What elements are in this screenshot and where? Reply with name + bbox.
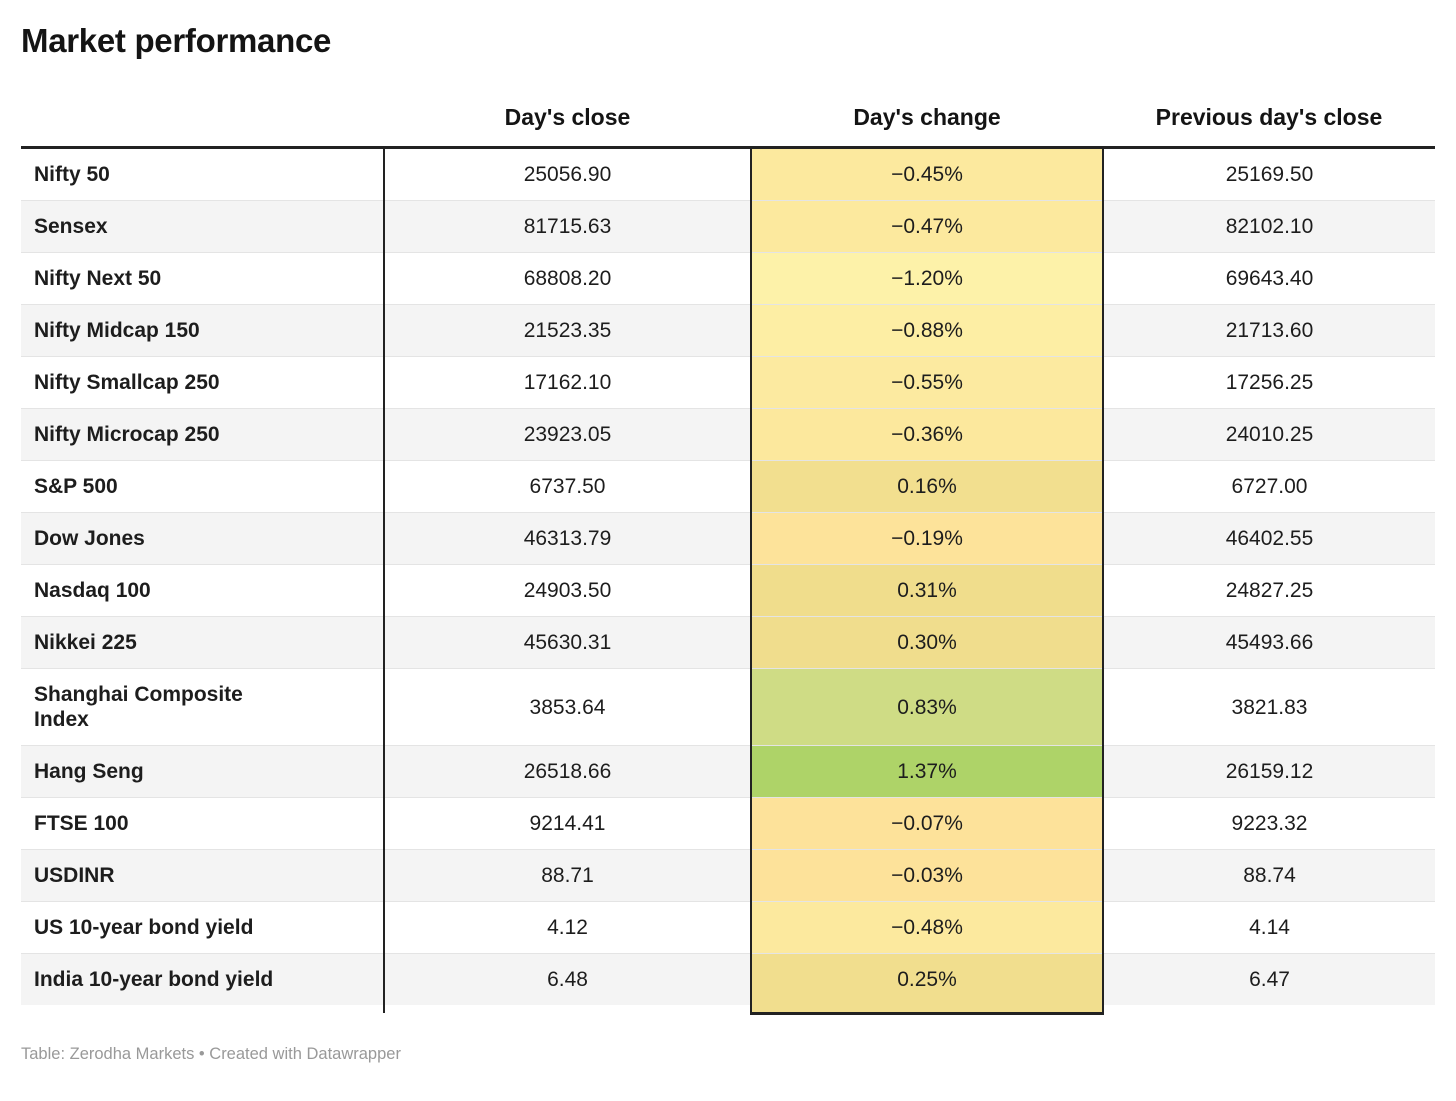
- row-label-cell: Hang Seng: [21, 745, 385, 798]
- pad-cell: [750, 1005, 1104, 1015]
- prev-close-cell: 24010.25: [1103, 408, 1435, 461]
- prev-close-cell: 6.47: [1103, 953, 1435, 1005]
- row-label-cell: Nifty Next 50: [21, 252, 385, 305]
- table-bottom-pad: [21, 1005, 1435, 1015]
- pad-cell: [1103, 1005, 1435, 1013]
- row-label-cell: India 10-year bond yield: [21, 953, 385, 1005]
- pad-cell: [21, 1005, 385, 1013]
- prev-close-cell: 26159.12: [1103, 745, 1435, 798]
- col-header-empty: [21, 60, 384, 149]
- days-close-cell: 45630.31: [384, 616, 751, 669]
- row-label-cell: USDINR: [21, 849, 385, 902]
- days-close-cell: 23923.05: [384, 408, 751, 461]
- table-row: USDINR 88.71 −0.03% 88.74: [21, 849, 1435, 902]
- days-close-cell: 26518.66: [384, 745, 751, 798]
- row-label-cell: Shanghai Composite Index: [21, 668, 385, 746]
- row-label-cell: Nikkei 225: [21, 616, 385, 669]
- col-header-days-close: Day's close: [384, 60, 751, 149]
- days-change-cell: −0.48%: [750, 901, 1104, 954]
- days-change-cell: −0.47%: [750, 200, 1104, 253]
- market-performance-table: Day's close Day's change Previous day's …: [21, 60, 1435, 1015]
- row-label-cell: Dow Jones: [21, 512, 385, 565]
- table-row: Nikkei 225 45630.31 0.30% 45493.66: [21, 616, 1435, 669]
- row-label-cell: Nifty Smallcap 250: [21, 356, 385, 409]
- days-close-cell: 24903.50: [384, 564, 751, 617]
- row-label-cell: Nifty 50: [21, 147, 385, 201]
- days-change-cell: 0.16%: [750, 460, 1104, 513]
- days-change-cell: −0.07%: [750, 797, 1104, 850]
- prev-close-cell: 25169.50: [1225, 163, 1314, 186]
- days-close-cell: 88.71: [384, 849, 751, 902]
- days-change-cell: −0.45%: [750, 147, 1104, 201]
- table-row: Nifty Midcap 150 21523.35 −0.88% 21713.60: [21, 304, 1435, 357]
- days-close-cell: 68808.20: [384, 252, 751, 305]
- prev-close-cell: 9223.32: [1103, 797, 1435, 850]
- row-label-cell: Nasdaq 100: [21, 564, 385, 617]
- table-row: US 10-year bond yield 4.12 −0.48% 4.14: [21, 901, 1435, 954]
- table-row: Nasdaq 100 24903.50 0.31% 24827.25: [21, 564, 1435, 617]
- days-change-cell: −0.55%: [750, 356, 1104, 409]
- days-change-cell: −0.03%: [750, 849, 1104, 902]
- prev-close-cell: 82102.10: [1103, 200, 1435, 253]
- days-change-cell: 0.83%: [750, 668, 1104, 746]
- days-close-cell: 4.12: [384, 901, 751, 954]
- table-row: FTSE 100 9214.41 −0.07% 9223.32: [21, 797, 1435, 850]
- table-row: Nifty Smallcap 250 17162.10 −0.55% 17256.25: [21, 356, 1435, 409]
- row-label-cell: Sensex: [21, 200, 385, 253]
- row-label-cell: Nifty Microcap 250: [21, 408, 385, 461]
- prev-close-cell: 69643.40: [1103, 252, 1435, 305]
- table-row: Dow Jones 46313.79 −0.19% 46402.55: [21, 512, 1435, 565]
- attribution-footer: Table: Zerodha Markets • Created with Da…: [21, 1044, 401, 1063]
- days-close-cell: 9214.41: [384, 797, 751, 850]
- col-header-prev-close: Previous day's close: [1103, 60, 1435, 149]
- table-row: Shanghai Composite Index 3853.64 0.83% 3821…: [21, 668, 1435, 746]
- col-header-days-change: Day's change: [751, 60, 1103, 149]
- table-row: Sensex 81715.63 −0.47% 82102.10: [21, 200, 1435, 253]
- row-label-cell: S&P 500: [21, 460, 385, 513]
- days-change-cell: −0.88%: [750, 304, 1104, 357]
- prev-close-cell: 21713.60: [1103, 304, 1435, 357]
- row-label-cell: FTSE 100: [21, 797, 385, 850]
- days-close-cell: 3853.64: [384, 668, 751, 746]
- prev-close-cell: 45493.66: [1103, 616, 1435, 669]
- days-close-cell: 81715.63: [384, 200, 751, 253]
- days-change-cell: −0.19%: [750, 512, 1104, 565]
- prev-close-cell: 46402.55: [1103, 512, 1435, 565]
- days-close-cell: 25056.90: [523, 163, 612, 186]
- table-row: Hang Seng 26518.66 1.37% 26159.12: [21, 745, 1435, 798]
- days-change-cell: 0.31%: [750, 564, 1104, 617]
- days-close-cell: 21523.35: [384, 304, 751, 357]
- prev-close-cell: 17256.25: [1103, 356, 1435, 409]
- days-close-cell: 6.48: [384, 953, 751, 1005]
- prev-close-cell: 3821.83: [1103, 668, 1435, 746]
- row-label-cell: US 10-year bond yield: [21, 901, 385, 954]
- days-change-cell: 0.30%: [750, 616, 1104, 669]
- table-row: S&P 500 6737.50 0.16% 6727.00: [21, 460, 1435, 513]
- prev-close-cell: 4.14: [1103, 901, 1435, 954]
- chart-container: Market performance Day's close Day's cha…: [21, 22, 1435, 1015]
- header-row: Day's close Day's change Previous day's …: [21, 60, 1435, 149]
- days-change-cell: 1.37%: [750, 745, 1104, 798]
- table-row: Nifty 50 25056.90 −0.45% 25169.50: [21, 147, 1435, 201]
- page-title: Market performance: [21, 22, 332, 59]
- prev-close-cell: 6727.00: [1103, 460, 1435, 513]
- table-row: Nifty Next 50 68808.20 −1.20% 69643.40: [21, 252, 1435, 305]
- days-change-cell: 0.25%: [750, 953, 1104, 1005]
- pad-cell: [384, 1005, 751, 1013]
- table-row: India 10-year bond yield 6.48 0.25% 6.47: [21, 953, 1435, 1005]
- table-row: Nifty Microcap 250 23923.05 −0.36% 24010.25: [21, 408, 1435, 461]
- days-close-cell: 17162.10: [384, 356, 751, 409]
- days-change-cell: −0.36%: [750, 408, 1104, 461]
- row-label-cell: Nifty Midcap 150: [21, 304, 385, 357]
- days-close-cell: 6737.50: [384, 460, 751, 513]
- prev-close-cell: 24827.25: [1103, 564, 1435, 617]
- days-close-cell: 46313.79: [384, 512, 751, 565]
- prev-close-cell: 88.74: [1103, 849, 1435, 902]
- days-change-cell: −1.20%: [750, 252, 1104, 305]
